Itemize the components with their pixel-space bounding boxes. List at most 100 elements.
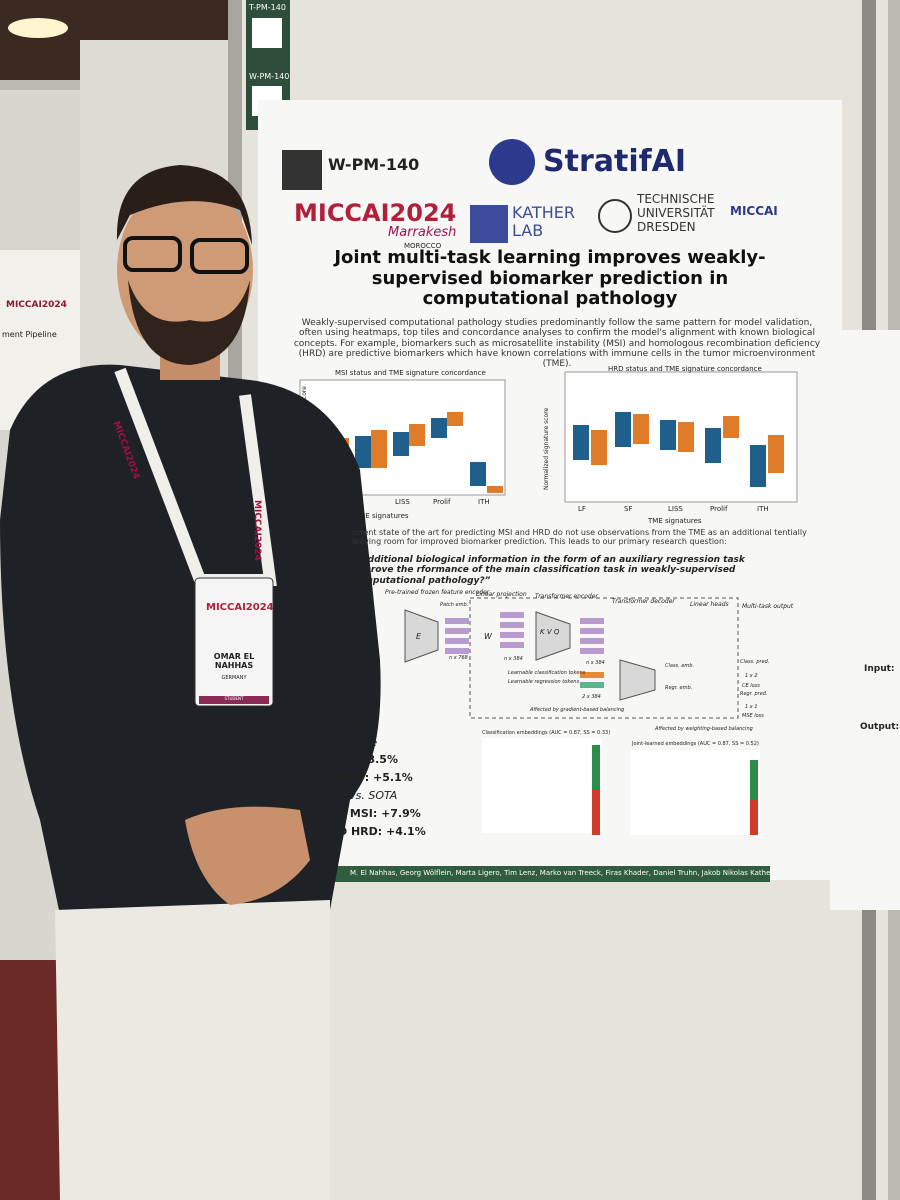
x-tick-label: SF (355, 498, 364, 506)
lanyard-text: MICCAI2024 (252, 500, 262, 561)
badge-role: STUDENT (224, 696, 244, 701)
y-axis-label: Normalized signature score (543, 407, 550, 490)
conference: MICCAI2024 (294, 199, 457, 227)
diagram-label: Class. emb. (665, 663, 695, 669)
x-tick-label: Prolif (433, 498, 451, 506)
diagram-label: 1 x 1 (745, 704, 758, 710)
glasses (190, 238, 249, 274)
diagram-frame (469, 597, 739, 719)
x-tick-label: LISS (668, 505, 683, 513)
hair (116, 165, 252, 245)
badge-name: OMAR EL NAHHAS (213, 652, 255, 671)
lamp (8, 18, 68, 38)
result-line: : yes! (345, 715, 380, 728)
x-tick-label: SF (624, 505, 633, 513)
scatter-title: Joint-learned embeddings (AUC = 0.87, SS… (632, 741, 759, 747)
x-tick-label: LISS (395, 498, 410, 506)
diagram-label: Affected by gradient-based balancing (530, 707, 625, 713)
lab: KATHER LAB (512, 203, 575, 241)
society: MICCAI (730, 204, 778, 218)
diagram-label: CE loss (742, 683, 760, 689)
colorbar (592, 790, 600, 835)
badge-country: GERMANY (221, 675, 247, 681)
diagram-label: E (416, 632, 422, 641)
diagram-label: Affected by weighting-based balancing (655, 726, 753, 732)
logo (470, 205, 508, 243)
colorbar (750, 800, 758, 835)
colorbar (750, 760, 758, 835)
diagram-label: Regr. pred. (740, 691, 768, 697)
diagram-label: n x 384 (504, 656, 523, 662)
chart-title: MSI status and TME signature concordance (335, 369, 486, 377)
carpet (0, 960, 60, 1200)
result-line: C vs. SOTA (338, 789, 398, 802)
diagram-label: Learnable classification tokens (508, 670, 586, 676)
hands (185, 806, 310, 905)
author-band (258, 866, 770, 882)
result-line: SI: +3.5% (338, 753, 398, 766)
diagram-label: Patch emb. (440, 602, 469, 608)
scatter-panel (482, 738, 602, 833)
x-tick-label: ITH (757, 505, 769, 513)
authors: M. El Nahhas, Georg Wölflein, Marta Lige… (350, 869, 774, 877)
badge-conference: MICCAI2024 (206, 602, 274, 613)
diagram-label: 1 x 2 (745, 673, 758, 679)
face (117, 182, 253, 358)
country: MOROCCO (404, 242, 442, 250)
qr-code (282, 150, 322, 190)
diagram-label: W (484, 632, 492, 641)
x-axis-label: TME signatures (648, 517, 702, 525)
scatter-title: Classification embeddings (AUC = 0.87, S… (482, 730, 611, 736)
diagram-label: Regr. emb. (665, 685, 693, 691)
right-poster-text: Input: (864, 664, 895, 674)
result-line: HRD: +5.1% (338, 771, 413, 784)
diagram-label: n x 768 (449, 655, 468, 661)
encoder-shape (535, 611, 571, 661)
encoder-shape (404, 609, 439, 663)
poster-title: Joint multi-task learning improves weakl… (334, 247, 766, 310)
brand: StratifAI (543, 144, 687, 179)
abstract: Weakly-supervised computational patholog… (293, 318, 821, 370)
x-tick-label: LF (578, 505, 586, 513)
diagram-label: Class. pred. (740, 659, 770, 665)
result-line: D HRD: +4.1% (338, 825, 426, 838)
research-question: g additional biological information in t… (352, 555, 745, 586)
decoder-shape (619, 659, 656, 701)
diagram-label: 2 x 384 (582, 694, 601, 700)
logo (489, 139, 535, 185)
motivation: urrent state of the art for predicting M… (352, 528, 807, 547)
right-poster-text: Output: (860, 722, 900, 732)
glasses (123, 236, 182, 272)
trousers (55, 900, 330, 1200)
logo (598, 199, 632, 233)
sign-label: T-PM-140 (249, 3, 286, 12)
qr-code (252, 18, 282, 48)
scatter-panel (630, 750, 760, 835)
left-poster-section: ment Pipeline (2, 330, 57, 339)
result-line: aseline (338, 736, 378, 749)
diagram-label: Linear heads (690, 601, 729, 608)
beard (128, 280, 250, 365)
tokens (445, 612, 604, 654)
y-axis-label: ature score (301, 386, 308, 420)
x-axis-label: TME signatures (355, 512, 409, 520)
diagram-label: n x 384 (586, 660, 605, 666)
diagram-label: Learnable regression tokens (508, 679, 580, 685)
badge (194, 577, 274, 707)
diagram-label: MSE loss (742, 713, 764, 719)
diagram-label: Pre-trained frozen feature encoder (385, 589, 490, 596)
token (580, 682, 604, 688)
left-poster-title: MICCAI2024 (6, 300, 67, 310)
diagram-label: Transformer encoder (535, 593, 598, 600)
badge-band (199, 696, 269, 704)
x-tick-label: ITH (478, 498, 490, 506)
token (580, 672, 604, 678)
university: TECHNISCHE UNIVERSITÄT DRESDEN (637, 192, 715, 234)
diagram-label: Multi-task output (742, 603, 794, 610)
diagram-label: K V Q (540, 628, 560, 636)
chart-title: HRD status and TME signature concordance (608, 365, 762, 373)
poster-code: W-PM-140 (328, 155, 420, 174)
sign-label: W-PM-140 (249, 72, 290, 81)
